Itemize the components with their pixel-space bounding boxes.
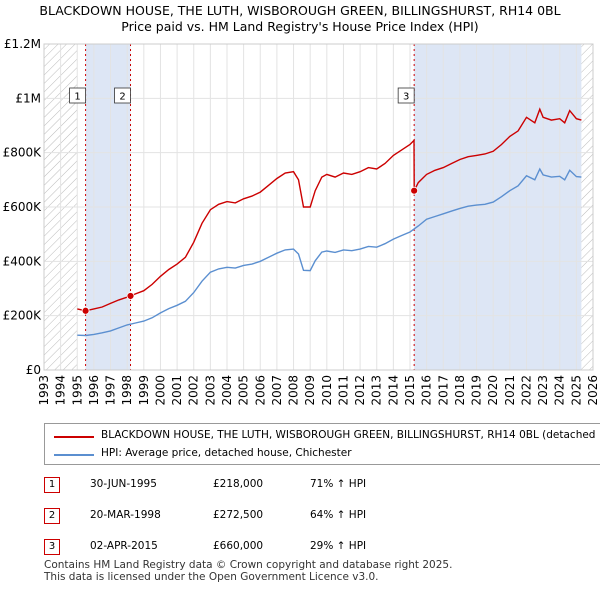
legend-label-property: BLACKDOWN HOUSE, THE LUTH, WISBOROUGH GR… xyxy=(101,429,596,441)
y-tick-label: £1M xyxy=(15,91,41,105)
transaction-date: 20-MAR-1998 xyxy=(90,509,161,521)
sale-label-number: 1 xyxy=(74,92,80,103)
sale-point xyxy=(410,186,419,195)
x-tick-label: 2021 xyxy=(503,375,517,406)
transaction-hpi: 29% ↑ HPI xyxy=(310,540,367,552)
x-tick-label: 2005 xyxy=(237,375,251,406)
x-tick-label: 2004 xyxy=(220,375,234,406)
x-tick-label: 1994 xyxy=(54,375,68,406)
x-tick-label: 2013 xyxy=(370,375,384,406)
transaction-hpi: 71% ↑ HPI xyxy=(310,478,367,490)
legend-item-property: BLACKDOWN HOUSE, THE LUTH, WISBOROUGH GR… xyxy=(45,428,600,446)
x-tick-label: 2001 xyxy=(170,375,184,406)
footer-licence: This data is licensed under the Open Gov… xyxy=(44,571,379,583)
transaction-date: 02-APR-2015 xyxy=(90,540,158,552)
series-line xyxy=(77,167,582,337)
y-tick-label: £800K xyxy=(3,146,43,160)
series-line xyxy=(77,107,582,312)
x-tick-label: 1996 xyxy=(87,375,101,406)
x-tick-label: 2006 xyxy=(253,375,267,406)
x-tick-label: 2018 xyxy=(453,375,467,406)
x-tick-label: 1999 xyxy=(137,375,151,406)
x-tick-label: 2012 xyxy=(353,375,367,406)
y-tick-label: £400K xyxy=(3,254,43,268)
footer-copyright: Contains HM Land Registry data © Crown c… xyxy=(44,559,453,571)
transaction-row: 2 20-MAR-1998 £272,500 64% ↑ HPI xyxy=(0,508,600,528)
x-tick-label: 2016 xyxy=(420,375,434,406)
x-tick-label: 2025 xyxy=(569,375,583,406)
sale-label-box xyxy=(114,87,131,104)
transaction-price: £660,000 xyxy=(213,540,264,552)
legend-label-hpi: HPI: Average price, detached house, Chic… xyxy=(101,447,352,459)
x-tick-label: 2000 xyxy=(154,375,168,406)
chart-title-line2: Price paid vs. HM Land Registry's House … xyxy=(121,19,479,34)
x-tick-label: 2020 xyxy=(486,375,500,406)
sale-point xyxy=(81,306,90,315)
transaction-row: 1 30-JUN-1995 £218,000 71% ↑ HPI xyxy=(0,477,600,497)
x-tick-label: 2023 xyxy=(536,375,550,406)
legend: BLACKDOWN HOUSE, THE LUTH, WISBOROUGH GR… xyxy=(44,423,600,465)
transaction-date: 30-JUN-1995 xyxy=(90,478,157,490)
sale-label-box xyxy=(397,87,415,104)
transaction-price: £272,500 xyxy=(213,509,264,521)
x-tick-label: 2024 xyxy=(553,375,567,406)
x-tick-label: 2022 xyxy=(520,375,534,406)
sale-label-number: 3 xyxy=(403,92,409,103)
chart-title-line1: BLACKDOWN HOUSE, THE LUTH, WISBOROUGH GR… xyxy=(39,3,561,18)
x-tick-label: 2019 xyxy=(470,375,484,406)
x-tick-label: 2003 xyxy=(203,375,217,406)
transaction-price: £218,000 xyxy=(213,478,264,490)
transaction-number: 3 xyxy=(44,539,60,555)
plot-frame xyxy=(43,43,594,371)
x-tick-label: 2011 xyxy=(337,375,351,406)
x-tick-label: 2015 xyxy=(403,375,417,406)
y-tick-label: £200K xyxy=(3,309,43,323)
legend-item-hpi: HPI: Average price, detached house, Chic… xyxy=(45,446,600,464)
x-tick-label: 1997 xyxy=(104,375,118,406)
transaction-number: 2 xyxy=(44,508,60,524)
x-tick-label: 2002 xyxy=(187,375,201,406)
y-tick-label: £600K xyxy=(3,200,43,214)
x-tick-label: 1995 xyxy=(70,375,84,406)
sale-point xyxy=(126,292,135,300)
x-tick-label: 1998 xyxy=(120,375,134,406)
transaction-hpi: 64% ↑ HPI xyxy=(310,509,367,521)
sale-label-box xyxy=(69,87,86,104)
y-tick-label: £0 xyxy=(26,363,41,377)
x-tick-label: 2017 xyxy=(436,375,450,406)
x-tick-label: 2007 xyxy=(270,375,284,406)
x-tick-label: 1993 xyxy=(37,375,51,406)
y-tick-label: £1.2M xyxy=(4,37,41,51)
x-tick-label: 2014 xyxy=(386,375,400,406)
transaction-number: 1 xyxy=(44,477,60,493)
x-tick-label: 2010 xyxy=(320,375,334,406)
footer: Contains HM Land Registry data © Crown c… xyxy=(44,559,452,583)
sale-label-number: 2 xyxy=(119,92,125,103)
x-tick-label: 2009 xyxy=(303,375,317,406)
legend-swatch-property xyxy=(54,436,94,438)
legend-swatch-hpi xyxy=(54,454,94,456)
x-tick-label: 2026 xyxy=(586,375,600,406)
transaction-row: 3 02-APR-2015 £660,000 29% ↑ HPI xyxy=(0,539,600,559)
x-tick-label: 2008 xyxy=(287,375,301,406)
